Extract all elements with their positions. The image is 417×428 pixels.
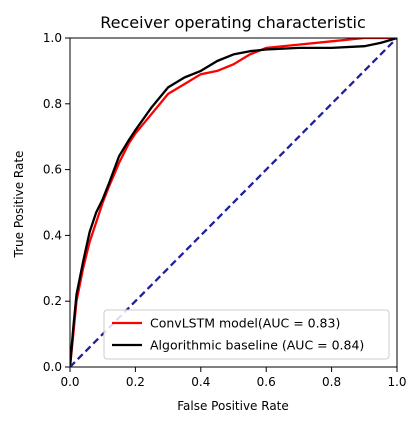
y-axis-ticks: 0.0 0.2 0.4 0.6 0.8 1.0	[43, 31, 70, 374]
x-tick-label: 0.2	[126, 375, 145, 389]
y-tick-label: 1.0	[43, 31, 62, 45]
roc-curve-1	[70, 38, 397, 367]
y-tick-label: 0.8	[43, 97, 62, 111]
x-tick-label: 1.0	[387, 375, 406, 389]
legend: ConvLSTM model(AUC = 0.83) Algorithmic ba…	[103, 309, 390, 360]
legend-box	[103, 309, 390, 360]
y-tick-label: 0.0	[43, 360, 62, 374]
legend-label: ConvLSTM model(AUC = 0.83)	[150, 316, 340, 331]
x-tick-label: 0.8	[322, 375, 341, 389]
roc-curve-2	[70, 38, 397, 367]
x-tick-label: 0.4	[191, 375, 210, 389]
x-tick-label: 0.0	[60, 375, 79, 389]
y-tick-label: 0.6	[43, 163, 62, 177]
axes-frame	[69, 37, 398, 368]
x-tick-label: 0.6	[257, 375, 276, 389]
legend-label: Algorithmic baseline (AUC = 0.84)	[150, 338, 364, 353]
y-axis-label: True Positive Rate	[12, 151, 26, 259]
x-axis-ticks: 0.0 0.2 0.4 0.6 0.8 1.0	[60, 367, 407, 389]
chart-title: Receiver operating characteristic	[100, 13, 366, 32]
x-axis-label: False Positive Rate	[177, 399, 289, 413]
y-tick-label: 0.4	[43, 228, 62, 242]
y-tick-label: 0.2	[43, 294, 62, 308]
